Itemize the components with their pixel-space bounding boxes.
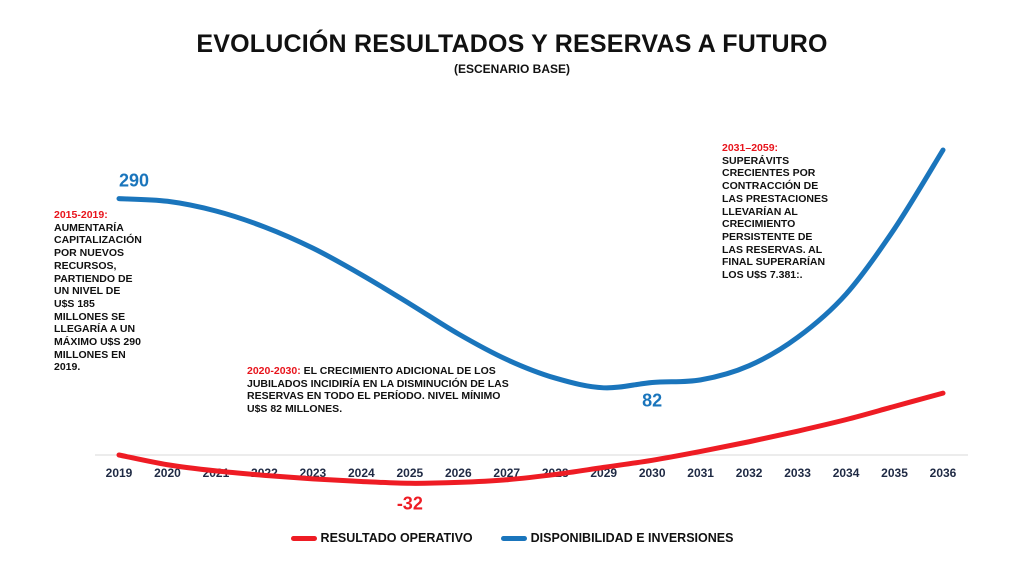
annotation-2015-2019: 2015-2019: AUMENTARÍA CAPITALIZACIÓN POR N…: [54, 209, 164, 374]
annotation-2-line-8: FINAL SUPERARÍAN: [722, 256, 826, 269]
series-resultado-operativo-line: [116, 390, 946, 486]
annotation-2031-2059-period: 2031–2059:: [722, 142, 779, 154]
annotation-2031-2059: 2031–2059: SUPERÁVITS CRECIENTES POR CONTR…: [722, 142, 842, 282]
annotation-2-line-1: CRECIENTES POR: [722, 167, 816, 180]
x-tick-label-2030: 2030: [639, 466, 666, 480]
annotation-2-line-4: LLEVARÍAN AL: [722, 205, 798, 218]
annotation-2-line-5: CRECIMIENTO: [722, 218, 796, 231]
x-tick-label-2019: 2019: [106, 466, 133, 480]
annotation-2-line-2: CONTRACCIÓN DE: [722, 180, 819, 193]
legend-label-disponibilidad: DISPONIBILIDAD E INVERSIONES: [530, 531, 734, 545]
annotation-2015-2019-period: 2015-2019:: [54, 209, 108, 221]
annotation-2-line-6: PERSISTENTE DE: [722, 230, 813, 243]
annotation-2020-2030-line-2: RESERVAS EN TODO EL PERÍODO. NIVEL MÍNIM…: [247, 390, 501, 403]
x-tick-label-2033: 2033: [784, 466, 811, 480]
annotation-2-line-7: LAS RESERVAS. AL: [722, 243, 823, 256]
annotation-0-line-3: RECURSOS,: [54, 259, 117, 272]
annotation-0-line-6: U$S 185: [54, 297, 95, 310]
x-tick-label-2025: 2025: [396, 466, 423, 480]
chart-subtitle: (ESCENARIO BASE): [453, 62, 570, 76]
series-disponibilidad-line: [116, 147, 946, 391]
annotation-2020-2030-period: 2020-2030:: [247, 365, 301, 377]
x-tick-label-2036: 2036: [930, 466, 957, 480]
annotation-2-line-9: LOS U$S 7.381:.: [722, 269, 803, 282]
annotation-2-line-3: LAS PRESTACIONES: [722, 192, 828, 205]
x-tick-label-2020: 2020: [154, 466, 181, 480]
x-tick-label-2034: 2034: [833, 466, 860, 480]
annotation-0-line-7: MILLONES SE: [54, 310, 126, 323]
annotation-0-line-10: MILLONES EN: [54, 348, 126, 361]
annotation-0-line-1: CAPITALIZACIÓN: [54, 234, 142, 247]
annotation-2020-2030-line-3: U$S 82 MILLONES.: [247, 403, 343, 416]
annotation-0-line-5: UN NIVEL DE: [54, 285, 121, 298]
annotation-0-line-9: MÁXIMO U$S 290: [54, 336, 141, 349]
annotation-2-line-0: SUPERÁVITS: [722, 154, 790, 167]
legend-swatch-resultado-operativo: [290, 535, 317, 541]
annotation-0-line-4: PARTIENDO DE: [54, 272, 133, 285]
chart-legend: RESULTADO OPERATIVO DISPONIBILIDAD E INV…: [0, 528, 1024, 548]
annotation-2020-2030-line-0: EL CRECIMIENTO ADICIONAL DE LOS: [300, 365, 496, 377]
annotation-2020-2030-line-1: JUBILADOS INCIDIRÍA EN LA DISMINUCIÓN DE…: [247, 377, 509, 390]
legend-item-disponibilidad: DISPONIBILIDAD E INVERSIONES: [500, 528, 734, 548]
annotation-0-line-11: 2019.: [54, 361, 81, 374]
x-tick-label-2031: 2031: [687, 466, 714, 480]
x-tick-label-2024: 2024: [348, 466, 375, 480]
legend-item-resultado-operativo: RESULTADO OPERATIVO: [290, 528, 473, 548]
x-tick-label-2027: 2027: [493, 466, 520, 480]
annotation-0-line-2: POR NUEVOS: [54, 247, 125, 260]
x-tick-label-2026: 2026: [445, 466, 472, 480]
x-tick-label-2032: 2032: [736, 466, 763, 480]
legend-label-resultado-operativo: RESULTADO OPERATIVO: [320, 531, 473, 545]
annotation-0-line-0: AUMENTARÍA: [54, 221, 124, 234]
data-label-series-disponibilidad-2019: 290: [119, 171, 149, 191]
data-label-series-disponibilidad-2030: 82: [642, 391, 662, 411]
annotation-2020-2030: 2020-2030: EL CRECIMIENTO ADICIONAL DE L…: [247, 365, 547, 416]
x-tick-label-2035: 2035: [881, 466, 908, 480]
annotation-0-line-8: LLEGARÍA A UN: [54, 323, 136, 336]
chart-title: EVOLUCIÓN RESULTADOS Y RESERVAS A FUTURO: [196, 30, 828, 58]
legend-swatch-disponibilidad: [500, 535, 527, 541]
data-label-series-resultado-operativo-2025: -32: [397, 493, 423, 513]
